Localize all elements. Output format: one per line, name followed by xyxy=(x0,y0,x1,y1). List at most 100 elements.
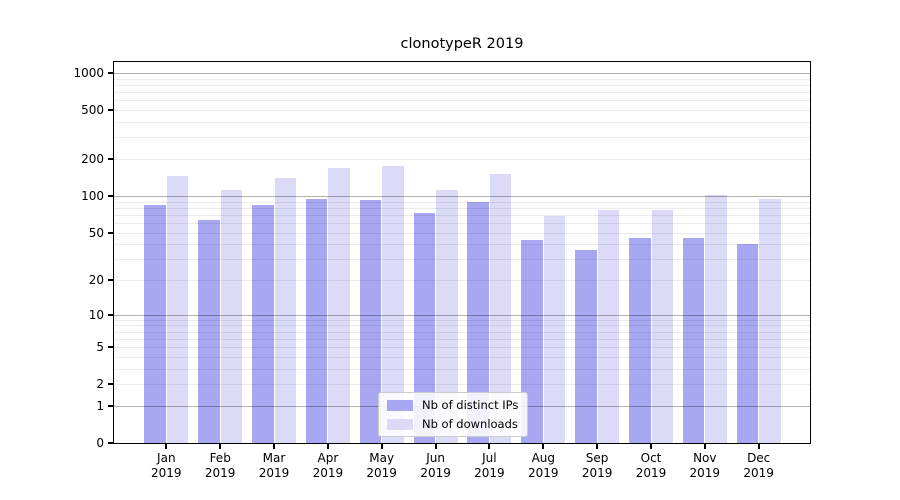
bar-downloads-nov xyxy=(705,195,727,443)
bar-downloads-sep xyxy=(597,209,620,443)
y-tick xyxy=(108,313,113,316)
x-tick-label: Jan 2019 xyxy=(151,451,182,480)
gridline-minor xyxy=(114,201,810,203)
gridline-minor xyxy=(114,319,810,321)
y-tick xyxy=(108,404,113,407)
y-tick-label: 200 xyxy=(81,152,104,166)
bar-downloads-apr xyxy=(328,167,350,443)
y-tick xyxy=(108,72,113,74)
chart-title: clonotypeR 2019 xyxy=(400,36,524,52)
gridline-minor xyxy=(114,368,810,370)
gridline-minor xyxy=(114,331,810,333)
y-tick xyxy=(108,231,113,234)
y-tick-label: 500 xyxy=(81,103,104,118)
x-tick xyxy=(542,444,545,449)
gridline-minor xyxy=(114,347,810,349)
bar-distinct-ips-feb xyxy=(198,219,220,443)
x-tick-label: Dec 2019 xyxy=(743,451,774,480)
x-tick xyxy=(757,444,760,449)
gridline-minor xyxy=(114,259,810,261)
legend-swatch-distinct-ips xyxy=(387,399,413,411)
x-tick-label: Jul 2019 xyxy=(474,451,505,480)
y-tick xyxy=(108,383,113,386)
bar-distinct-ips-jun xyxy=(413,213,436,443)
bar-distinct-ips-nov xyxy=(682,238,705,443)
x-tick xyxy=(219,444,222,449)
bar-downloads-may xyxy=(382,165,404,443)
gridline-minor xyxy=(114,280,810,281)
y-tick-label: 100 xyxy=(81,188,104,203)
bar-downloads-jan xyxy=(166,176,189,443)
y-tick xyxy=(108,158,113,160)
plot-area: Nb of distinct IPs Nb of downloads xyxy=(113,61,811,444)
y-tick xyxy=(108,194,113,197)
gridline-minor xyxy=(114,85,810,86)
y-tick-label: 5 xyxy=(96,340,104,355)
x-tick-label: May 2019 xyxy=(366,451,397,480)
y-tick xyxy=(108,279,113,281)
gridline-minor xyxy=(114,78,810,80)
x-tick-label: Oct 2019 xyxy=(635,451,667,480)
y-tick xyxy=(108,109,113,112)
x-tick-label: Mar 2019 xyxy=(258,451,290,480)
bar-distinct-ips-oct xyxy=(629,238,651,443)
legend-swatch-downloads xyxy=(387,418,413,430)
legend-item-downloads: Nb of downloads xyxy=(387,417,518,431)
x-tick xyxy=(273,444,275,449)
x-tick-label: Feb 2019 xyxy=(204,451,236,480)
x-tick-label: Apr 2019 xyxy=(312,451,344,480)
gridline-minor xyxy=(114,110,810,112)
x-tick xyxy=(380,444,383,449)
x-tick-label: Nov 2019 xyxy=(689,451,721,480)
bar-distinct-ips-mar xyxy=(252,205,274,443)
y-tick-label: 0 xyxy=(96,436,104,450)
gridline-minor xyxy=(114,207,810,209)
x-tick-label: Sep 2019 xyxy=(581,451,613,480)
bar-downloads-mar xyxy=(274,177,296,443)
gridline-minor xyxy=(114,232,810,234)
x-tick-label: Jun 2019 xyxy=(420,451,451,480)
y-tick xyxy=(108,346,113,349)
gridline-minor xyxy=(114,137,810,139)
bar-downloads-jul xyxy=(489,174,512,443)
y-tick-label: 20 xyxy=(88,273,104,287)
bar-distinct-ips-jul xyxy=(467,202,489,443)
gridline-minor xyxy=(114,356,810,358)
gridline-minor xyxy=(114,122,810,123)
gridline-major xyxy=(114,195,810,197)
gridline-minor xyxy=(114,159,810,160)
bar-downloads-aug xyxy=(543,216,566,443)
gridline-minor xyxy=(114,214,810,216)
bar-distinct-ips-may xyxy=(359,200,382,443)
x-tick xyxy=(596,444,599,449)
gridline-major xyxy=(114,314,810,316)
gridline-minor xyxy=(114,384,810,386)
gridline-minor xyxy=(114,244,810,246)
gridline-major xyxy=(114,73,810,74)
bar-downloads-feb xyxy=(220,189,243,443)
y-tick-label: 50 xyxy=(88,225,104,240)
x-tick xyxy=(326,444,329,449)
y-tick-label: 1 xyxy=(96,398,104,413)
x-tick xyxy=(650,444,652,449)
x-tick xyxy=(703,444,706,449)
gridline-minor xyxy=(114,100,810,102)
y-tick xyxy=(108,442,113,444)
y-tick-label: 2 xyxy=(96,377,104,392)
bar-distinct-ips-dec xyxy=(736,244,759,443)
x-tick-label: Aug 2019 xyxy=(528,451,559,480)
x-tick xyxy=(165,444,168,449)
bar-downloads-jun xyxy=(436,189,458,443)
gridline-minor xyxy=(114,325,810,327)
gridline-minor xyxy=(114,338,810,340)
bar-distinct-ips-jan xyxy=(144,205,166,443)
legend-label-downloads: Nb of downloads xyxy=(422,417,518,431)
bar-downloads-oct xyxy=(651,209,673,443)
bar-distinct-ips-sep xyxy=(575,249,597,443)
legend-label-distinct-ips: Nb of distinct IPs xyxy=(422,398,519,412)
gridline-minor xyxy=(114,222,810,224)
legend-item-distinct-ips: Nb of distinct IPs xyxy=(387,398,518,412)
bar-downloads-dec xyxy=(759,199,781,443)
bar-distinct-ips-apr xyxy=(305,198,328,443)
